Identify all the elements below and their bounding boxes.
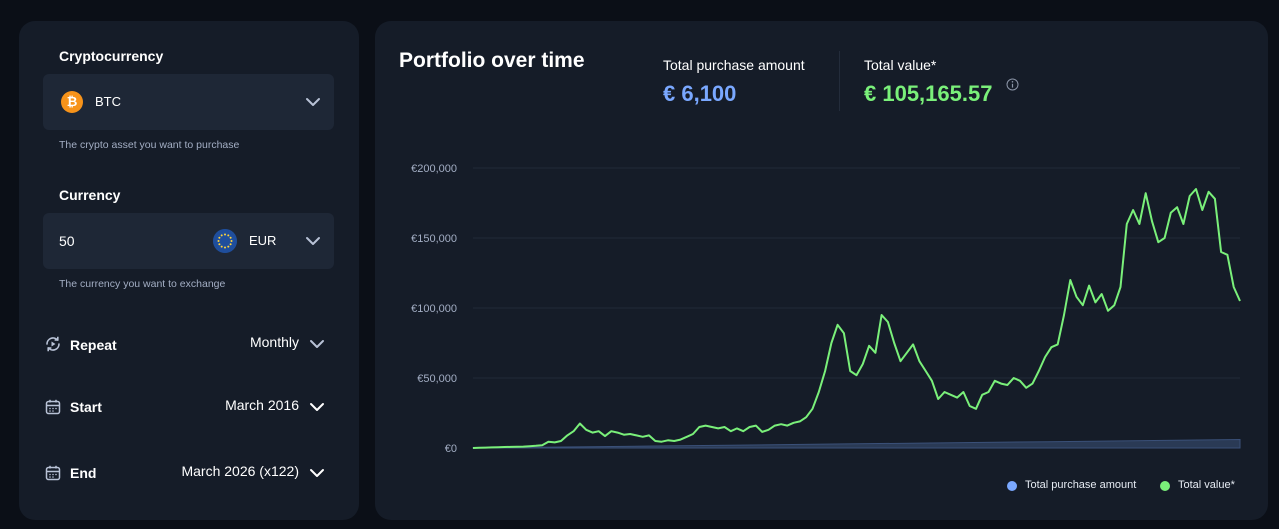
start-select[interactable]: March 2016 [189, 394, 329, 420]
y-tick-label: €150,000 [411, 233, 457, 245]
purchase-value: € 6,100 [663, 81, 737, 106]
dca-form-panel: Cryptocurrency ₿ BTC The crypto asset yo… [19, 21, 359, 520]
calendar-icon [45, 465, 61, 481]
end-select[interactable]: March 2026 (x122) [159, 460, 329, 486]
repeat-value: Monthly [249, 334, 299, 350]
portfolio-panel: Portfolio over time Total purchase amoun… [375, 21, 1268, 520]
start-value: March 2016 [225, 397, 299, 413]
y-tick-label: €0 [445, 443, 457, 455]
legend-label-purchase: Total purchase amount [1025, 479, 1137, 491]
legend-swatch-purchase [1007, 481, 1017, 491]
chevron-down-icon [306, 98, 320, 106]
chevron-down-icon [310, 469, 324, 477]
crypto-hint: The crypto asset you want to purchase [59, 139, 240, 151]
series-total-purchase-amount [472, 438, 1241, 449]
crypto-select[interactable]: ₿ BTC [43, 74, 334, 130]
chevron-down-icon [306, 237, 320, 245]
calendar-icon [45, 399, 61, 415]
portfolio-title: Portfolio over time [399, 49, 585, 72]
currency-hint: The currency you want to exchange [59, 278, 226, 290]
repeat-label: Repeat [70, 337, 117, 353]
info-icon[interactable] [1006, 78, 1019, 91]
legend-label-value: Total value* [1178, 479, 1235, 491]
chart-legend: Total purchase amount Total value* [1007, 479, 1247, 495]
y-tick-label: €100,000 [411, 303, 457, 315]
repeat-select[interactable]: Monthly [219, 331, 329, 357]
end-value: March 2026 (x122) [181, 463, 299, 479]
y-axis-ticks: €0 €50,000 €100,000 €150,000 €200,000 [411, 163, 457, 455]
amount-input[interactable]: 50 [59, 233, 75, 249]
start-label: Start [70, 399, 102, 415]
eu-flag-icon [213, 229, 237, 253]
currency-value: EUR [249, 233, 277, 248]
purchase-label: Total purchase amount [663, 57, 805, 73]
stats-divider [839, 51, 840, 111]
repeat-icon [46, 336, 60, 352]
end-label: End [70, 465, 97, 481]
chevron-down-icon [310, 403, 324, 411]
crypto-label: Cryptocurrency [59, 48, 164, 64]
y-tick-label: €200,000 [411, 163, 457, 175]
currency-label: Currency [59, 187, 121, 203]
value-label: Total value* [864, 57, 937, 73]
chevron-down-icon [310, 340, 324, 348]
legend-swatch-value [1160, 481, 1170, 491]
chart-grid [473, 167, 1240, 379]
portfolio-chart: €0 €50,000 €100,000 €150,000 €200,000 [411, 163, 1241, 455]
bitcoin-icon: ₿ [61, 91, 83, 113]
crypto-value: BTC [95, 94, 121, 109]
y-tick-label: €50,000 [417, 373, 457, 385]
currency-select[interactable]: 50 EUR [43, 213, 334, 269]
total-value: € 105,165.57 [864, 81, 993, 106]
series-total-value [472, 188, 1241, 449]
